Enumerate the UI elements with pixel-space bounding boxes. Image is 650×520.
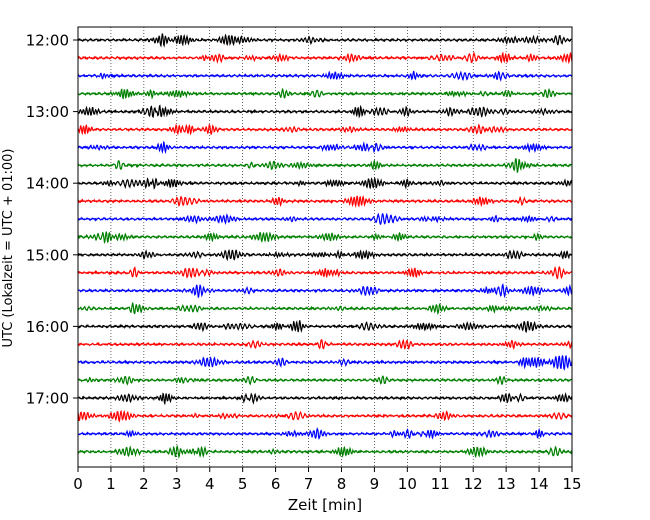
seismic-trace (77, 301, 573, 316)
x-tick-label: 11 (431, 475, 450, 493)
x-tick-label: 7 (304, 475, 314, 493)
x-tick-label: 6 (271, 475, 281, 493)
seismic-trace (77, 283, 573, 299)
seismic-trace (77, 140, 573, 155)
seismic-trace (77, 195, 573, 208)
seismic-trace (77, 354, 573, 371)
seismic-trace (77, 51, 573, 65)
seismic-trace (77, 248, 573, 262)
x-tick-label: 1 (106, 475, 116, 493)
y-tick-label: 15:00 (26, 246, 69, 264)
x-tick-label: 15 (562, 475, 581, 493)
y-axis: 12:00 13:00 14:00 15:00 16:00 17:00 (26, 32, 78, 408)
x-tick-label: 5 (238, 475, 248, 493)
y-tick-label: 13:00 (26, 103, 69, 121)
x-axis: 0 1 2 3 4 5 6 7 8 9 10 11 12 13 14 15 (73, 467, 582, 493)
seismic-trace (77, 338, 573, 350)
y-axis-label: UTC (Lokalzeit = UTC + 01:00) (1, 149, 16, 348)
x-tick-label: 14 (530, 475, 549, 493)
seismic-trace (77, 123, 573, 136)
x-tick-label: 0 (73, 475, 83, 493)
x-axis-label: Zeit [min] (288, 496, 362, 514)
seismic-trace (77, 375, 573, 386)
x-tick-label: 2 (139, 475, 149, 493)
seismic-trace (77, 104, 573, 119)
x-tick-label: 13 (497, 475, 516, 493)
trace-group (77, 32, 573, 459)
y-tick-label: 12:00 (26, 32, 69, 50)
x-tick-label: 10 (398, 475, 417, 493)
x-tick-label: 3 (172, 475, 182, 493)
y-tick-label: 16:00 (26, 318, 69, 336)
seismic-trace (77, 409, 573, 423)
seismic-trace (77, 32, 573, 48)
x-tick-label: 8 (337, 475, 347, 493)
seismic-trace (77, 70, 573, 82)
seismic-trace (77, 231, 573, 244)
seismic-trace (77, 391, 573, 406)
x-tick-label: 9 (370, 475, 380, 493)
seismic-trace (77, 444, 573, 459)
plot-frame (77, 26, 573, 468)
seismic-trace (77, 212, 573, 226)
y-tick-label: 17:00 (26, 390, 69, 408)
x-tick-label: 4 (205, 475, 215, 493)
seismic-trace (77, 158, 573, 174)
seismic-trace (77, 320, 573, 334)
seismic-trace (77, 176, 573, 190)
y-tick-label: 14:00 (26, 175, 69, 193)
x-tick-label: 12 (464, 475, 483, 493)
seismic-trace (77, 427, 573, 440)
seismic-trace (77, 265, 573, 280)
seismic-trace (77, 87, 573, 100)
